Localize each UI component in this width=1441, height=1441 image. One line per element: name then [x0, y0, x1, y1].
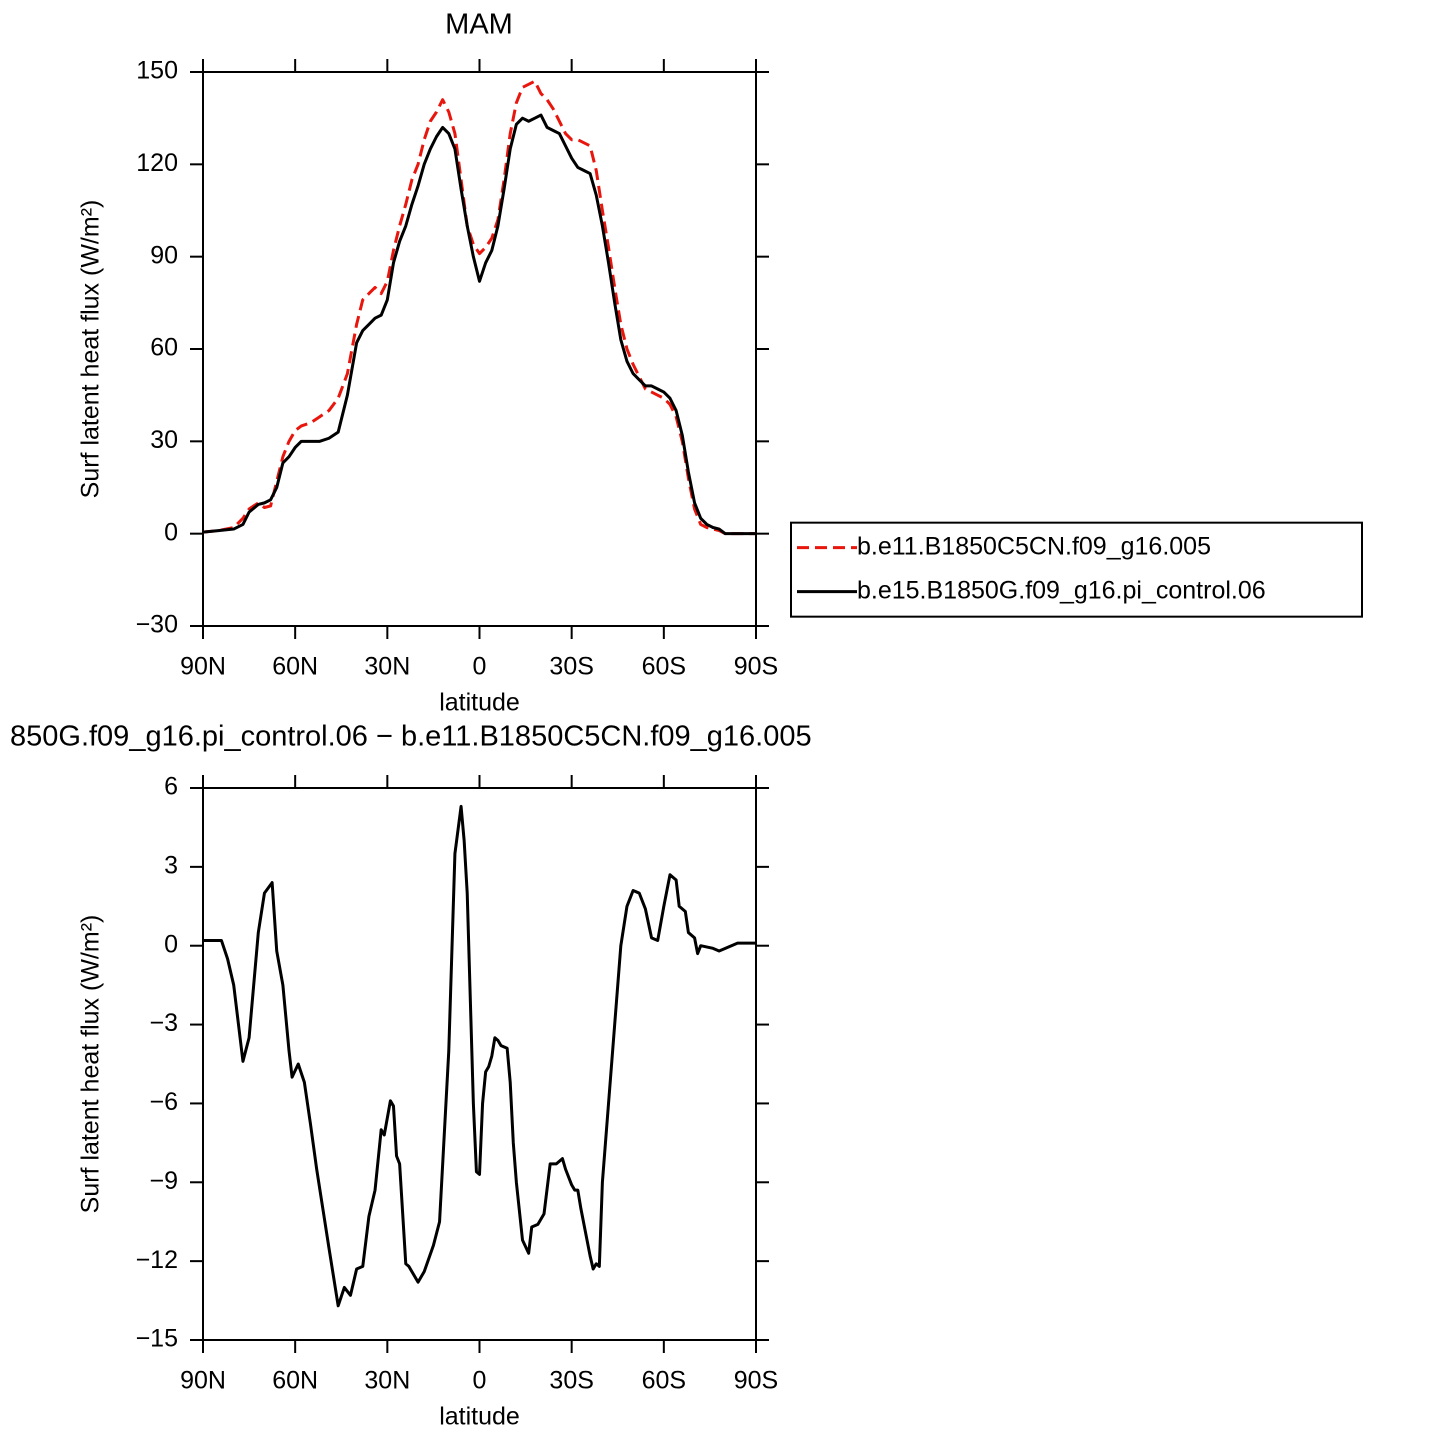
y-tick-label: −6: [149, 1088, 178, 1116]
x-axis-label: latitude: [439, 689, 520, 717]
chart-title: 850G.f09_g16.pi_control.06 − b.e11.B1850…: [10, 721, 812, 753]
x-tick-label: 30N: [364, 1367, 410, 1395]
x-tick-label: 60N: [272, 1367, 318, 1395]
legend-label: b.e15.B1850G.f09_g16.pi_control.06: [857, 576, 1266, 604]
y-axis-label: Surf latent heat flux (W/m²): [77, 200, 105, 499]
y-tick-label: 0: [164, 518, 178, 546]
y-tick-label: 3: [164, 851, 178, 879]
y-tick-label: −30: [136, 611, 178, 639]
x-tick-label: 30S: [549, 653, 593, 681]
data-line: [202, 113, 756, 536]
y-tick-label: 150: [136, 57, 178, 85]
plot-frame: [202, 71, 757, 627]
y-tick-label: 90: [150, 241, 178, 269]
x-tick-label: 90S: [734, 1367, 778, 1395]
data-line: [202, 79, 756, 536]
chart-title: MAM: [445, 9, 513, 41]
x-tick-label: 90S: [734, 653, 778, 681]
x-tick-label: 60S: [642, 1367, 686, 1395]
y-tick-label: −3: [149, 1009, 178, 1037]
y-tick-label: −9: [149, 1167, 178, 1195]
x-tick-label: 60S: [642, 653, 686, 681]
y-tick-label: 0: [164, 930, 178, 958]
y-tick-label: 60: [150, 334, 178, 362]
x-tick-label: 30N: [364, 653, 410, 681]
y-tick-label: 6: [164, 773, 178, 801]
data-line: [203, 804, 756, 1308]
x-tick-label: 0: [473, 653, 487, 681]
x-tick-label: 60N: [272, 653, 318, 681]
y-axis-label: Surf latent heat flux (W/m²): [77, 915, 105, 1214]
y-tick-label: −12: [136, 1246, 178, 1274]
x-axis-label: latitude: [439, 1403, 520, 1431]
legend-box: [790, 521, 1363, 618]
y-tick-label: 30: [150, 426, 178, 454]
x-tick-label: 90N: [180, 1367, 226, 1395]
legend-label: b.e11.B1850C5CN.f09_g16.005: [857, 532, 1211, 560]
x-tick-label: 0: [473, 1367, 487, 1395]
y-tick-label: −15: [136, 1325, 178, 1353]
x-tick-label: 90N: [180, 653, 226, 681]
x-tick-label: 30S: [549, 1367, 593, 1395]
y-tick-label: 120: [136, 149, 178, 177]
plot-frame: [202, 787, 757, 1341]
